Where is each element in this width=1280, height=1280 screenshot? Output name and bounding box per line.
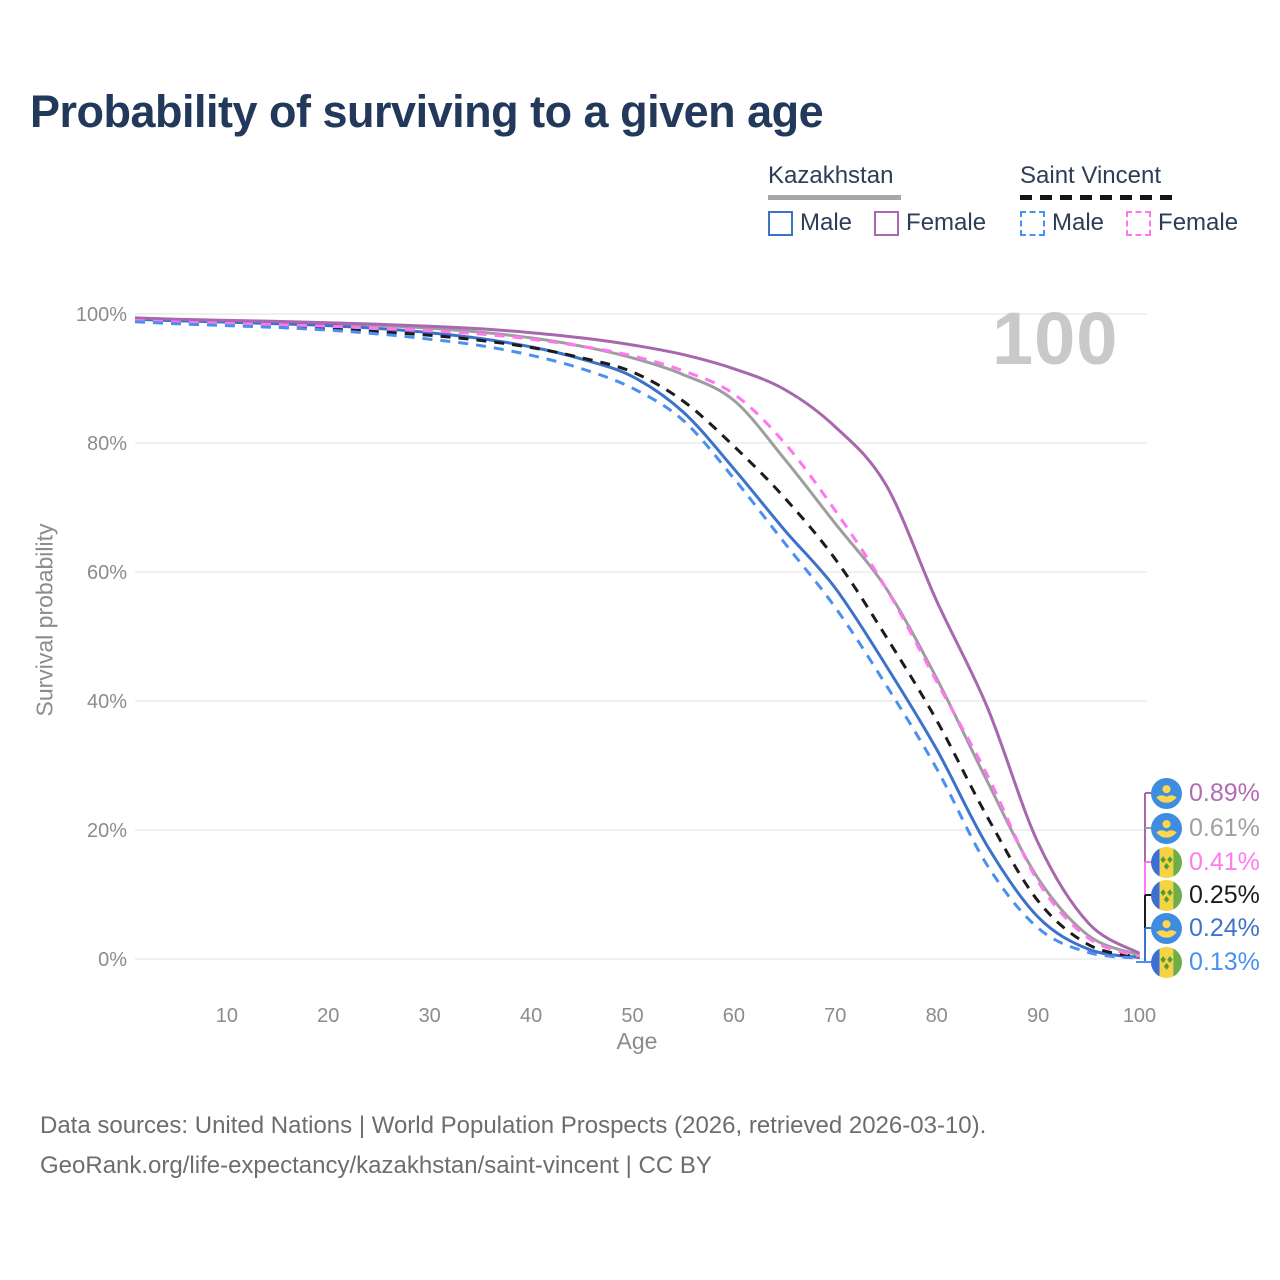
x-tick-label: 50: [621, 1005, 643, 1027]
legend-item-saint-vincent-male[interactable]: Male: [1020, 209, 1104, 237]
end-value: 0.24%: [1189, 914, 1260, 942]
footer: Data sources: United Nations | World Pop…: [40, 1106, 986, 1186]
page-title: Probability of surviving to a given age: [30, 86, 824, 137]
footer-data-sources: Data sources: United Nations | World Pop…: [40, 1112, 987, 1139]
series-line-kazakhstan-male: [134, 317, 1140, 959]
kazakhstan-flag-icon: [1151, 813, 1182, 844]
x-tick-label: 90: [1027, 1005, 1049, 1027]
series-line-saint-vincent-female: [134, 318, 1140, 958]
series-line-saint-vincent-male: [134, 320, 1140, 960]
x-tick-label: 20: [317, 1005, 339, 1027]
series-line-kazakhstan-both: [134, 317, 1141, 957]
age-counter-watermark: 100: [992, 297, 1119, 380]
y-tick-label: 80%: [87, 433, 127, 455]
end-value: 0.61%: [1189, 814, 1260, 842]
legend-group-kazakhstan: Kazakhstan Male Female: [768, 162, 1008, 237]
end-value: 0.89%: [1189, 779, 1260, 807]
end-label-kazakhstan-male: 0.24%: [1151, 913, 1260, 944]
end-label-saint-vincent-female: 0.41%: [1151, 847, 1260, 878]
saint-vincent-flag-icon: [1151, 947, 1182, 978]
legend-country-kazakhstan: Kazakhstan: [768, 162, 894, 189]
legend-label: Male: [800, 209, 853, 236]
legend-item-kazakhstan-female[interactable]: Female: [874, 209, 986, 237]
legend-item-saint-vincent-female[interactable]: Female: [1126, 209, 1238, 237]
kazakhstan-flag-icon: [1151, 913, 1182, 944]
saint-vincent-flag-icon: [1151, 847, 1182, 878]
legend-country-saint-vincent: Saint Vincent: [1020, 162, 1161, 189]
x-tick-label: 70: [824, 1005, 846, 1027]
series-line-saint-vincent-both: [134, 319, 1140, 959]
x-tick-label: 100: [1123, 1005, 1156, 1027]
x-axis-title: Age: [616, 1028, 658, 1054]
saint-vincent-female-swatch-icon: [1126, 210, 1152, 236]
end-label-saint-vincent-both: 0.25%: [1151, 880, 1260, 911]
x-tick-label: 60: [723, 1005, 745, 1027]
footer-attribution: GeoRank.org/life-expectancy/kazakhstan/s…: [40, 1152, 712, 1180]
kazakhstan-male-swatch-icon: [768, 210, 793, 236]
legend-label: Male: [1052, 209, 1105, 236]
y-tick-label: 60%: [87, 562, 127, 584]
end-label-kazakhstan-female: 0.89%: [1151, 778, 1260, 809]
x-tick-label: 80: [926, 1005, 948, 1027]
x-tick-label: 40: [520, 1005, 542, 1027]
series-line-kazakhstan-female: [134, 316, 1141, 955]
end-value: 0.13%: [1189, 948, 1260, 976]
end-value: 0.25%: [1189, 881, 1260, 909]
y-tick-label: 20%: [87, 820, 127, 842]
saint-vincent-flag-icon: [1151, 880, 1182, 911]
end-label-saint-vincent-male: 0.13%: [1151, 947, 1260, 978]
y-tick-label: 100%: [76, 304, 127, 326]
legend-label: Female: [906, 209, 987, 236]
legend-underline-dashed: [1020, 195, 1173, 200]
y-axis-title: Survival probability: [31, 523, 58, 717]
legend-item-kazakhstan-male[interactable]: Male: [768, 209, 852, 237]
y-tick-label: 40%: [87, 691, 127, 713]
x-tick-label: 10: [216, 1005, 238, 1027]
legend-underline-solid: [768, 195, 901, 200]
legend-group-saint-vincent: Saint Vincent Male Female: [1020, 162, 1260, 237]
y-tick-label: 0%: [98, 949, 127, 971]
kazakhstan-female-swatch-icon: [874, 210, 900, 236]
end-value: 0.41%: [1189, 848, 1260, 876]
kazakhstan-flag-icon: [1151, 778, 1182, 809]
end-label-kazakhstan-both: 0.61%: [1151, 813, 1260, 844]
saint-vincent-male-swatch-icon: [1020, 210, 1045, 236]
x-tick-label: 30: [419, 1005, 441, 1027]
legend-label: Female: [1158, 209, 1239, 236]
